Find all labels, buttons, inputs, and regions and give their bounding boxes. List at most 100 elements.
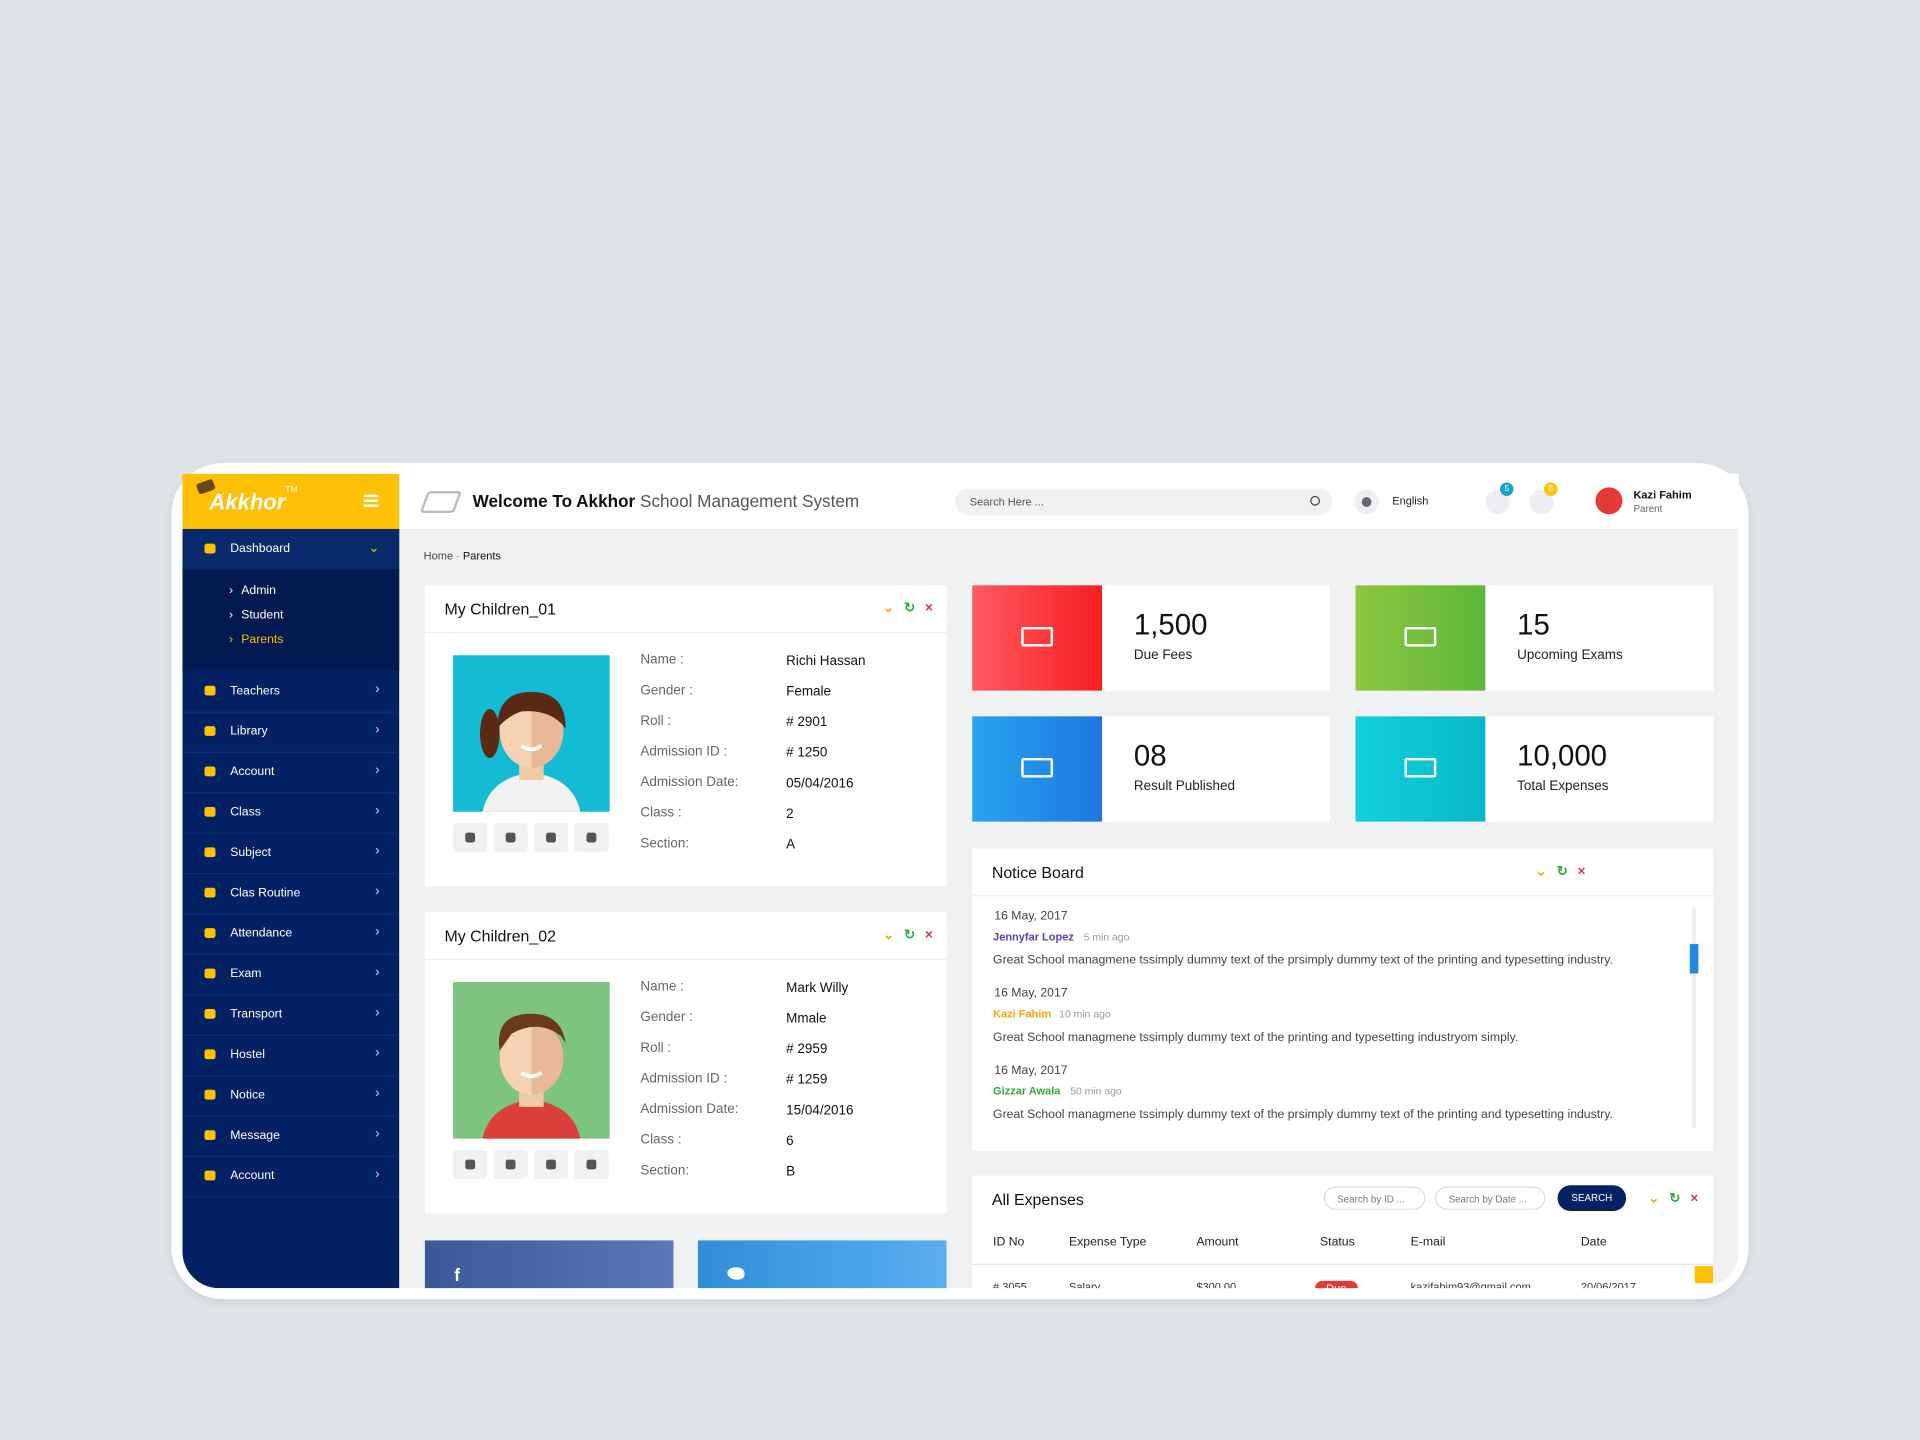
action-button[interactable] (453, 1149, 488, 1180)
search-date[interactable]: Search by Date ... (1435, 1186, 1546, 1210)
button-icon (586, 1159, 597, 1170)
notice-text: Great School managmene tssimply dummy te… (993, 1108, 1613, 1122)
notice-date: 16 May, 2017 (994, 986, 1068, 1001)
menu-item[interactable]: Account › (182, 1156, 400, 1198)
action-button[interactable] (533, 822, 569, 853)
menu-item[interactable]: Subject › (182, 833, 400, 875)
menu-label: Clas Routine (230, 886, 301, 900)
action-button[interactable] (453, 822, 488, 853)
column-header[interactable]: Amount (1196, 1235, 1239, 1249)
column-header[interactable]: ID No (993, 1235, 1025, 1249)
button-icon (546, 1159, 556, 1170)
notice-time: 10 min ago (1059, 1007, 1111, 1020)
crumb[interactable]: Home (423, 549, 454, 563)
submenu-label: Student (241, 608, 284, 623)
stat-card: 15 Upcoming Exams (1355, 585, 1714, 691)
card-tools: ⌄ ↻ × (1535, 864, 1586, 880)
child-photo (453, 655, 610, 812)
child-title: My Children_01 (444, 600, 556, 619)
button-icon (465, 1159, 476, 1170)
menu-icon (204, 543, 216, 554)
language[interactable]: English (1392, 494, 1429, 507)
card-tools: ⌄ ↻ × (882, 928, 933, 943)
action-button[interactable] (574, 1149, 609, 1180)
menu-item[interactable]: Account › (182, 752, 400, 794)
search-icon (1310, 495, 1320, 506)
notice-board: Notice Board ⌄ ↻ × 16 May, 2017 Jennyfar Lo… (972, 848, 1714, 1152)
menu-icon (204, 1089, 216, 1100)
scroll-top[interactable] (1694, 1266, 1714, 1284)
action-button[interactable] (533, 1149, 569, 1180)
column-header[interactable]: Date (1580, 1235, 1607, 1249)
menu-caret: › (375, 762, 380, 778)
menu-item[interactable]: Attendance › (182, 913, 400, 956)
menu-item[interactable]: Notice › (182, 1075, 400, 1117)
menu-icon (204, 1170, 216, 1181)
menu-item[interactable]: Exam › (182, 954, 400, 996)
menu-caret: ⌄ (368, 541, 380, 556)
table-cell: 20/06/2017 (1580, 1280, 1636, 1289)
menu-item[interactable]: Class › (182, 792, 400, 834)
field-label: Roll : (640, 1040, 672, 1056)
menu-item[interactable]: Transport › (182, 994, 400, 1036)
button-icon (505, 1159, 516, 1170)
breadcrumb: Home - Parents (423, 549, 501, 563)
menu-icon (204, 887, 216, 898)
table-rule (972, 1263, 1714, 1265)
menu-item[interactable]: Clas Routine › (182, 873, 400, 915)
action-button[interactable] (493, 822, 528, 853)
notice-time: 50 min ago (1070, 1084, 1122, 1098)
notice-date: 16 May, 2017 (994, 909, 1068, 924)
field-value: # 1250 (786, 745, 828, 761)
menu-icon (204, 847, 216, 858)
action-button[interactable] (574, 822, 609, 853)
stat-icon (1355, 585, 1486, 691)
column-header[interactable]: E-mail (1410, 1235, 1446, 1249)
icon-shape (1404, 757, 1437, 778)
icon-shape (1404, 626, 1437, 647)
submenu: › Admin › Student › Parents (182, 569, 400, 672)
child-photo (453, 982, 610, 1139)
submenu-caret: › (228, 584, 234, 598)
stat-card: 1,500 Due Fees (972, 585, 1330, 691)
menu-label: Attendance (230, 926, 293, 941)
field-label: Name : (640, 979, 684, 995)
table-cell: # 3055 (993, 1280, 1027, 1289)
crumb: Parents (462, 549, 501, 563)
menu-toggle[interactable] (363, 494, 379, 498)
stat-value: 15 (1517, 608, 1550, 642)
submenu-label: Parents (241, 633, 284, 647)
stat-value: 08 (1133, 739, 1167, 773)
menu-item[interactable]: Message › (182, 1116, 400, 1158)
button-icon (465, 832, 476, 843)
table-cell: Salary (1068, 1280, 1101, 1289)
column-header[interactable]: Status (1320, 1235, 1355, 1249)
column-header[interactable]: Expense Type (1068, 1235, 1147, 1249)
menu-icon (204, 928, 216, 938)
search-button[interactable]: SEARCH (1557, 1185, 1627, 1212)
menu-caret: › (375, 843, 380, 859)
field-value: # 2901 (786, 715, 828, 730)
icon-shape (1021, 626, 1054, 647)
menu-dashboard[interactable]: Dashboard ⌄ (182, 528, 400, 571)
menu-caret: › (375, 1045, 380, 1061)
bell-icon[interactable]: 8 (1529, 482, 1558, 515)
card-header: My Children_01 ⌄ ↻ × (424, 585, 947, 634)
menu-item[interactable]: Library › (182, 711, 400, 754)
card-tools: ⌄ ↻ × (882, 601, 933, 616)
field-value: Mark Willy (786, 980, 849, 996)
search-id[interactable]: Search by ID ... (1323, 1186, 1426, 1210)
user-avatar[interactable] (1595, 487, 1623, 515)
menu-item[interactable]: Teachers › (182, 671, 400, 713)
submenu-caret: › (228, 608, 234, 623)
menu-label: Transport (230, 1007, 283, 1022)
subtitle: School Management System (640, 491, 860, 511)
search-box[interactable]: Search Here ... (955, 488, 1333, 516)
action-button[interactable] (493, 1149, 528, 1180)
mail-icon[interactable]: 5 (1485, 482, 1514, 515)
menu-item[interactable]: Hostel › (182, 1035, 400, 1077)
user-name: Kazi Fahim (1633, 488, 1692, 501)
facebook-box: f (424, 1240, 674, 1289)
